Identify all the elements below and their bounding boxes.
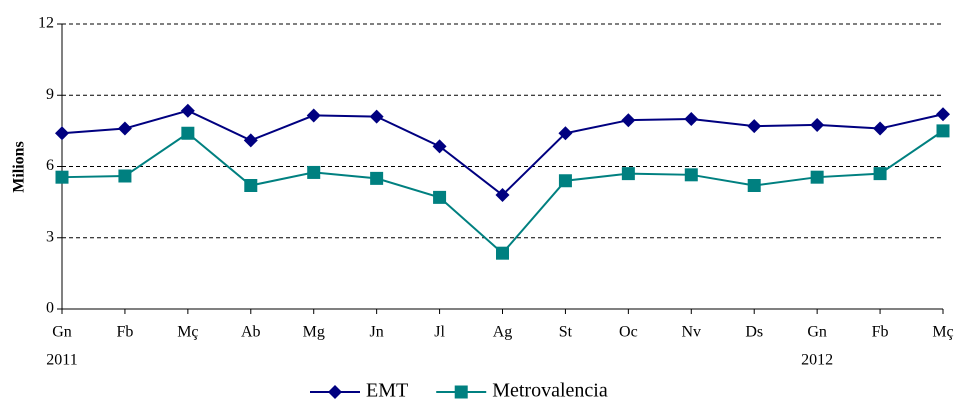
x-tick-label: Jl [434,324,445,341]
x-tick-label: Jn [370,324,384,341]
point [621,167,635,181]
y-tick-label: 6 [46,157,54,174]
year-label: 2012 [801,352,833,369]
x-tick-label: Fb [872,324,889,341]
point [55,126,69,141]
point [370,171,384,185]
x-tick-label: Ag [493,324,513,341]
y-axis-label: Milions [11,141,28,193]
point [810,117,825,132]
point [873,167,887,181]
point [621,113,636,128]
point [117,121,132,136]
point [433,190,447,204]
x-tick-label: Mç [177,324,198,341]
point [328,385,342,399]
point [558,126,573,141]
x-tick-label: Oc [619,324,638,341]
point [180,103,195,118]
x-tick-label: Fb [116,324,133,341]
point [244,179,258,192]
legend-label: EMT [366,380,408,402]
point [306,108,321,123]
point [55,170,69,184]
point [810,170,824,184]
point [684,112,699,126]
y-tick-label: 12 [38,15,54,32]
point [684,168,698,182]
point [243,133,258,148]
point [495,188,510,202]
y-tick-label: 3 [46,228,54,245]
legend-label: Metrovalencia [492,380,608,402]
x-tick-label: Mg [303,324,325,341]
point [496,246,509,260]
point [432,139,447,154]
x-tick-label: Mç [932,324,953,341]
y-tick-label: 9 [46,86,54,103]
x-tick-label: Ab [241,324,261,341]
point [747,119,762,134]
y-tick-label: 0 [46,300,54,317]
point [454,385,468,399]
point [307,165,321,179]
point [873,121,888,136]
point [118,169,132,183]
point [747,179,761,192]
x-tick-label: Gn [807,324,827,341]
x-tick-label: St [559,324,573,341]
point [181,126,195,140]
point [558,174,572,188]
x-tick-label: Nv [682,324,702,341]
x-tick-label: Gn [52,324,72,341]
point [936,124,950,138]
year-label: 2011 [46,352,77,369]
point [936,107,950,122]
x-tick-label: Ds [745,324,763,341]
point [369,109,384,124]
